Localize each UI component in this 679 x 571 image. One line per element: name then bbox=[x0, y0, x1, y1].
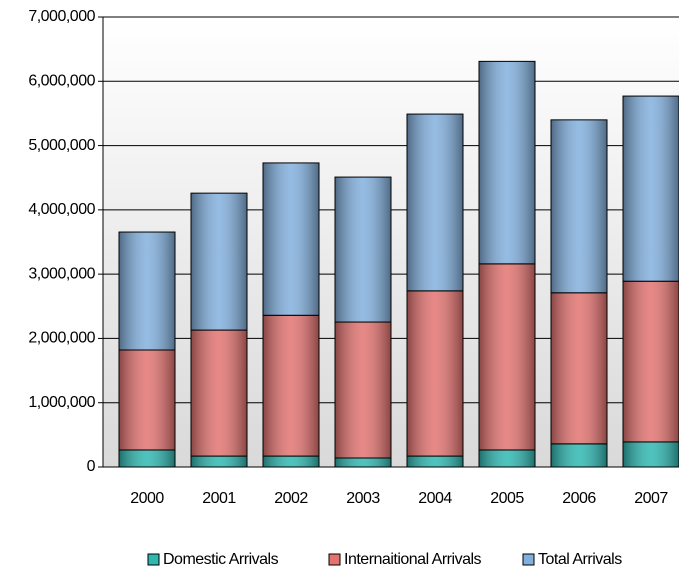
y-tick-label: 6,000,000 bbox=[28, 73, 95, 90]
bar-shade bbox=[334, 457, 392, 468]
x-tick-label: 2007 bbox=[634, 490, 668, 507]
bar-shade bbox=[622, 280, 679, 443]
bar-shade bbox=[406, 455, 464, 468]
bar-shade bbox=[334, 321, 392, 459]
bar-shade bbox=[118, 349, 176, 451]
bar-shade bbox=[262, 455, 320, 468]
x-tick-label: 2003 bbox=[346, 490, 380, 507]
x-tick-label: 2001 bbox=[202, 490, 236, 507]
y-tick-label: 3,000,000 bbox=[28, 265, 95, 282]
bar-shade bbox=[190, 455, 248, 468]
bar-shade bbox=[334, 176, 392, 323]
y-tick-label: 0 bbox=[87, 458, 96, 475]
x-tick-label: 2000 bbox=[130, 490, 164, 507]
x-tick-label: 2004 bbox=[418, 490, 452, 507]
legend-label: Internaitional Arrivals bbox=[344, 551, 482, 568]
bar-shade bbox=[622, 441, 679, 468]
bar-shade bbox=[478, 60, 536, 265]
bar-shade bbox=[406, 113, 464, 292]
y-tick-label: 5,000,000 bbox=[28, 137, 95, 154]
bar-shade bbox=[118, 231, 176, 351]
bar-shade bbox=[478, 263, 536, 451]
bar-shade bbox=[550, 443, 608, 468]
legend-swatch bbox=[522, 553, 535, 566]
y-tick-label: 1,000,000 bbox=[28, 394, 95, 411]
bar-shade bbox=[622, 95, 679, 282]
bar-shade bbox=[550, 292, 608, 445]
y-tick-label: 2,000,000 bbox=[28, 330, 95, 347]
legend-label: Total Arrivals bbox=[538, 551, 622, 568]
bar-shade bbox=[190, 192, 248, 331]
legend-swatch bbox=[147, 553, 160, 566]
bar-shade bbox=[262, 314, 320, 457]
legend-swatch bbox=[328, 553, 341, 566]
bar-shade bbox=[262, 162, 320, 316]
x-tick-label: 2005 bbox=[490, 490, 524, 507]
bar-shade bbox=[190, 329, 248, 457]
y-tick-label: 7,000,000 bbox=[28, 8, 95, 25]
x-tick-label: 2006 bbox=[562, 490, 596, 507]
y-tick-label: 4,000,000 bbox=[28, 201, 95, 218]
legend-label: Domestic Arrivals bbox=[163, 551, 279, 568]
bar-shade bbox=[406, 290, 464, 457]
bar-shade bbox=[118, 449, 176, 468]
bar-shade bbox=[550, 119, 608, 294]
bar-shade bbox=[478, 449, 536, 468]
x-tick-label: 2002 bbox=[274, 490, 308, 507]
